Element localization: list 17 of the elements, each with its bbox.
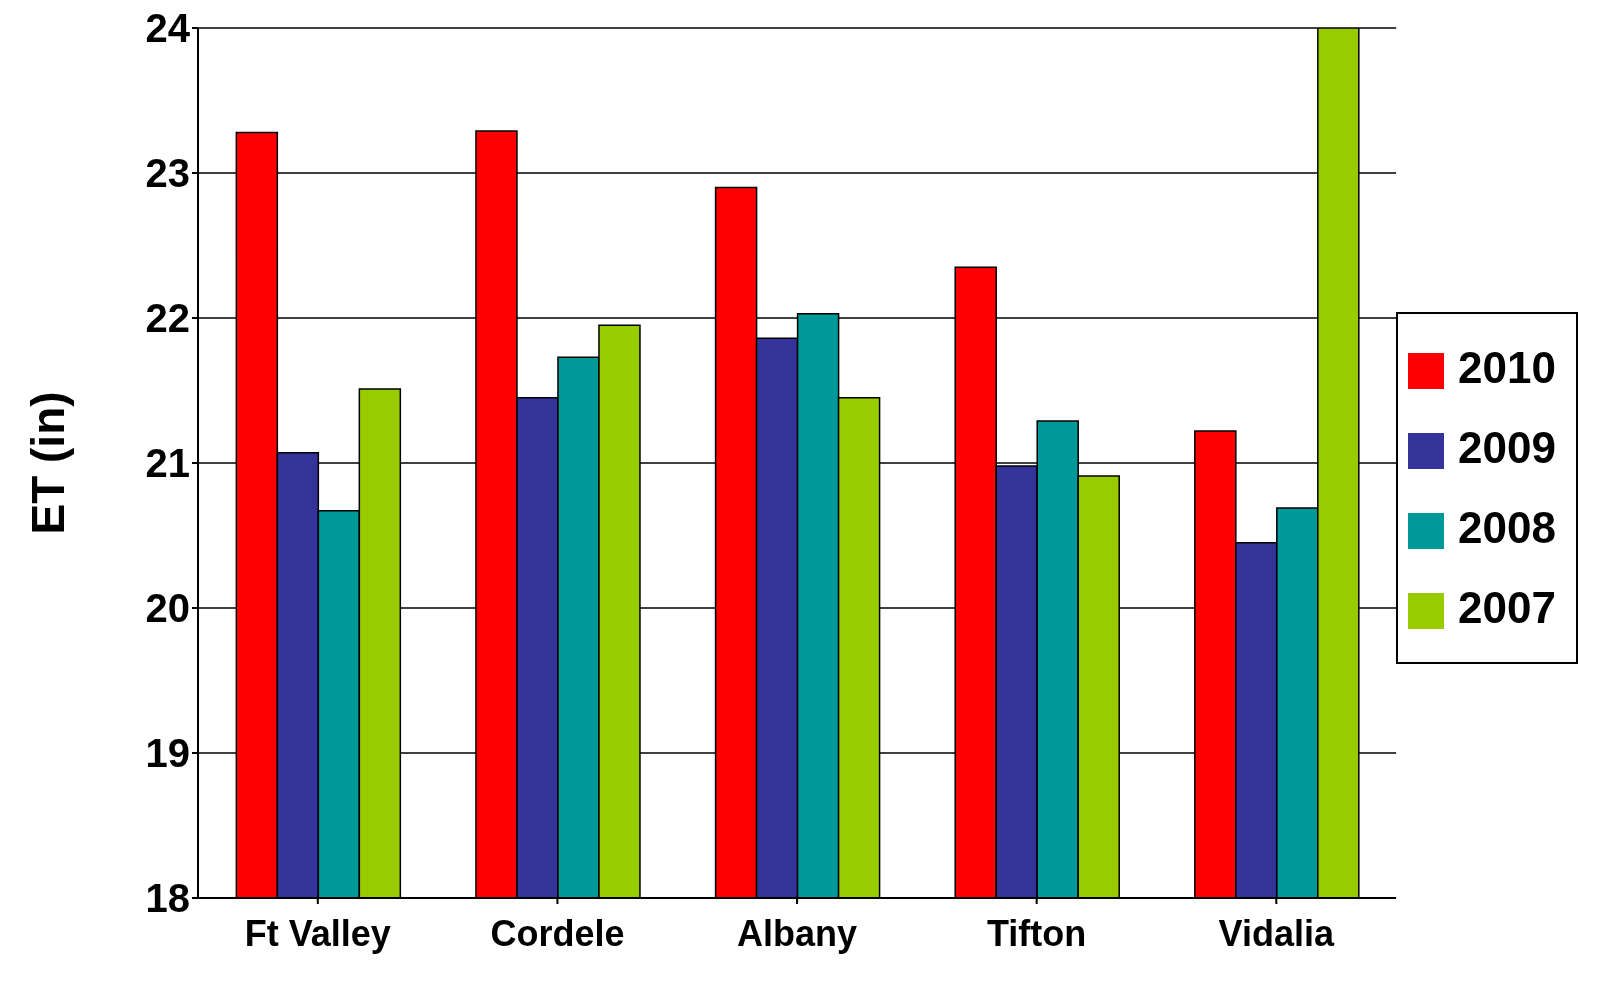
y-tick-label: 20 <box>145 586 190 631</box>
y-axis-title: ET (in) <box>22 391 75 535</box>
x-tick-label: Cordele <box>490 912 625 954</box>
y-tick-label: 21 <box>145 441 190 486</box>
x-tick-label: Vidalia <box>1218 912 1335 954</box>
legend-label: 2007 <box>1458 583 1556 632</box>
y-tick-label: 18 <box>145 876 190 921</box>
y-tick-label: 19 <box>145 731 190 776</box>
legend-label: 2009 <box>1458 423 1556 472</box>
y-tick-label: 23 <box>145 151 190 196</box>
y-tick-label: 24 <box>145 6 191 51</box>
y-tick-label: 22 <box>145 296 190 341</box>
x-tick-label: Ft Valley <box>244 912 391 954</box>
x-tick-label: Albany <box>737 912 858 954</box>
legend-label: 2008 <box>1458 503 1556 552</box>
legend-label: 2010 <box>1458 343 1556 392</box>
x-tick-label: Tifton <box>987 912 1087 954</box>
